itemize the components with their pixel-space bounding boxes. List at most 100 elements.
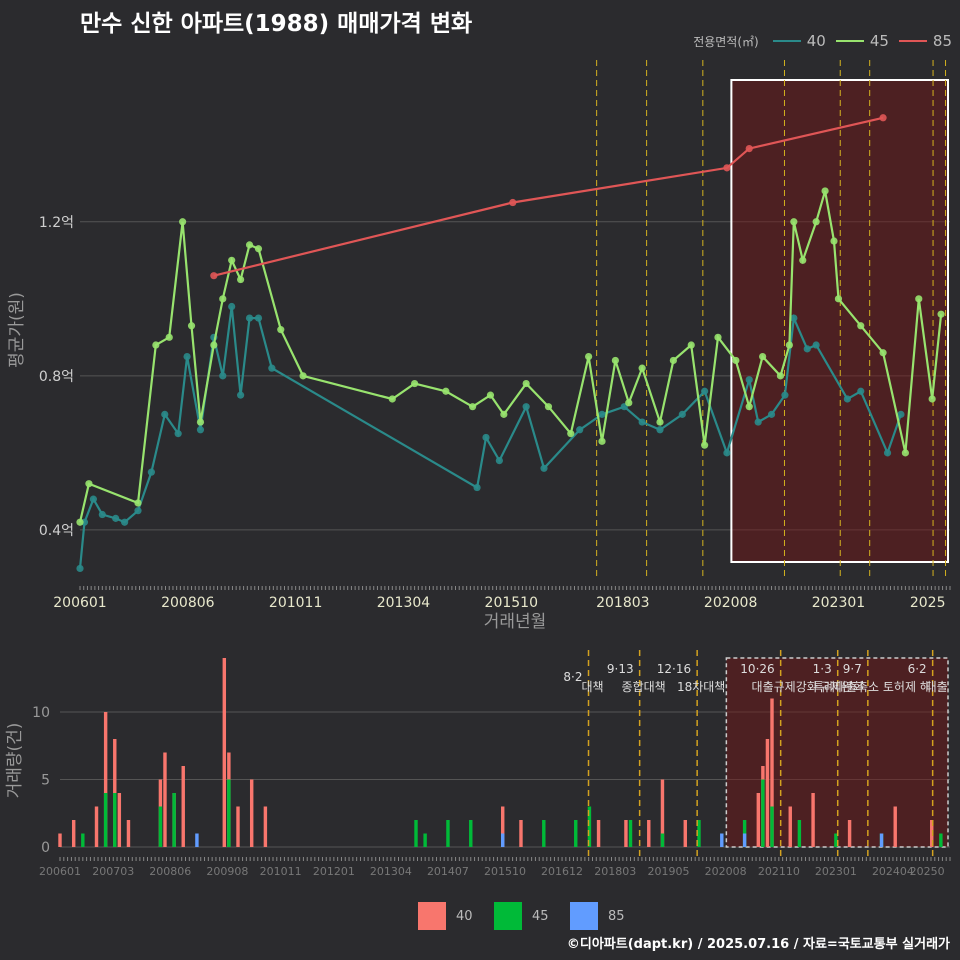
price-x-tick-label: 200806 xyxy=(161,595,215,611)
volume-bar-40 xyxy=(249,779,254,847)
volume-bar-45 xyxy=(227,779,231,847)
legend-item-85[interactable]: 85 xyxy=(898,32,952,50)
volume-x-tick-label: 201201 xyxy=(313,865,355,878)
price-point-40 xyxy=(473,483,481,492)
price-point-45 xyxy=(442,387,450,395)
price-point-45 xyxy=(522,379,530,388)
volume-bar-45 xyxy=(158,806,163,847)
volume-bar-45 xyxy=(761,779,765,847)
price-point-45 xyxy=(656,418,664,426)
price-point-40 xyxy=(790,314,798,322)
price-point-40 xyxy=(576,426,584,434)
price-point-45 xyxy=(638,364,646,372)
source-caption: ©디아파트(dapt.kr) / 2025.07.16 / 자료=국토교통부 실… xyxy=(566,937,950,952)
price-point-45 xyxy=(134,499,142,507)
volume-bar-40 xyxy=(765,739,770,847)
price-point-45 xyxy=(776,372,785,380)
legend-item-40[interactable]: 40 xyxy=(772,32,826,50)
price-point-40 xyxy=(495,456,503,465)
price-point-40 xyxy=(254,314,263,322)
volume-bar-40 xyxy=(770,698,774,847)
volume-bar-40 xyxy=(624,820,628,847)
volume-x-tick-label: 200601 xyxy=(39,865,81,878)
volume-x-tick-label: 202110 xyxy=(758,865,800,878)
price-point-40 xyxy=(134,507,142,515)
policy-label-desc: 종합대책 xyxy=(622,679,666,694)
volume-bar-45 xyxy=(574,820,578,847)
volume-legend-box-40 xyxy=(418,902,446,930)
volume-y-tick-label: 0 xyxy=(41,840,50,856)
price-point-40 xyxy=(767,410,776,418)
volume-bar-40 xyxy=(263,806,268,847)
price-point-45 xyxy=(701,441,709,449)
price-point-40 xyxy=(196,426,205,434)
price-point-40 xyxy=(897,410,905,418)
volume-bar-45 xyxy=(423,833,427,847)
volume-x-tick-label: 200908 xyxy=(206,865,248,878)
price-point-85 xyxy=(879,114,887,122)
price-point-40 xyxy=(883,449,892,457)
volume-bar-40 xyxy=(58,833,62,847)
price-point-45 xyxy=(585,352,593,361)
price-point-85 xyxy=(723,164,731,172)
volume-bar-45 xyxy=(660,833,665,847)
price-point-40 xyxy=(522,403,530,411)
price-x-tick-label: 201304 xyxy=(377,595,431,611)
legend-swatch-85 xyxy=(898,40,927,42)
price-point-45 xyxy=(152,341,160,349)
volume-bar-45 xyxy=(797,820,802,847)
price-point-45 xyxy=(388,395,396,403)
price-x-tick-label: 201803 xyxy=(596,595,649,611)
price-point-40 xyxy=(121,518,129,526)
price-point-45 xyxy=(228,256,236,264)
price-point-45 xyxy=(785,341,793,349)
volume-x-tick-label: 201304 xyxy=(370,865,412,878)
volume-legend-label-40: 40 xyxy=(456,908,473,924)
price-point-40 xyxy=(245,314,254,322)
volume-x-tick-label: 201612 xyxy=(541,865,583,878)
price-point-40 xyxy=(540,464,548,472)
price-y-axis-title: 평균가(원) xyxy=(7,292,27,368)
volume-bar-40 xyxy=(94,806,99,847)
price-x-tick-label: 202008 xyxy=(704,595,757,611)
price-point-40 xyxy=(638,418,646,426)
price-point-45 xyxy=(196,418,205,426)
volume-x-tick-label: 202301 xyxy=(815,865,857,878)
legend-label-40: 40 xyxy=(806,32,826,50)
volume-bar-40 xyxy=(236,806,240,847)
volume-legend-item-45[interactable]: 45 xyxy=(494,902,560,930)
price-point-45 xyxy=(915,295,923,303)
volume-legend-label-45: 45 xyxy=(532,908,549,924)
legend-item-45[interactable]: 45 xyxy=(835,32,889,50)
volume-bar-45 xyxy=(770,806,774,847)
price-point-40 xyxy=(268,364,276,372)
volume-x-tick-label: 201510 xyxy=(484,865,526,878)
volume-bar-40 xyxy=(647,820,651,847)
price-x-tick-label: 200601 xyxy=(53,595,106,611)
price-point-45 xyxy=(834,295,843,303)
price-point-45 xyxy=(567,430,575,438)
price-point-40 xyxy=(678,410,686,418)
price-highlight-box xyxy=(730,79,950,563)
policy-label-date: 1·3 xyxy=(813,662,832,676)
price-point-45 xyxy=(277,326,285,334)
policy-label-desc: 규제완화 xyxy=(820,680,864,694)
price-point-85 xyxy=(745,144,753,153)
volume-x-tick-label: 202404 xyxy=(872,865,914,878)
price-point-40 xyxy=(482,433,490,442)
volume-x-tick-label: 200703 xyxy=(92,865,134,878)
price-point-45 xyxy=(187,322,196,330)
volume-legend-item-40[interactable]: 40 xyxy=(418,902,484,930)
volume-bar-85 xyxy=(879,833,884,847)
price-point-40 xyxy=(754,418,762,426)
policy-label-date: 10·26 xyxy=(740,662,774,676)
price-x-tick-label: 202301 xyxy=(812,595,865,611)
price-point-45 xyxy=(76,518,84,526)
price-point-45 xyxy=(790,218,798,226)
price-point-45 xyxy=(544,403,553,411)
policy-label-desc: 대출규제강화 xyxy=(752,680,818,694)
price-point-45 xyxy=(85,480,93,488)
volume-x-tick-label: 200806 xyxy=(149,865,191,878)
volume-legend-item-85[interactable]: 85 xyxy=(570,902,636,930)
price-point-45 xyxy=(901,449,909,457)
